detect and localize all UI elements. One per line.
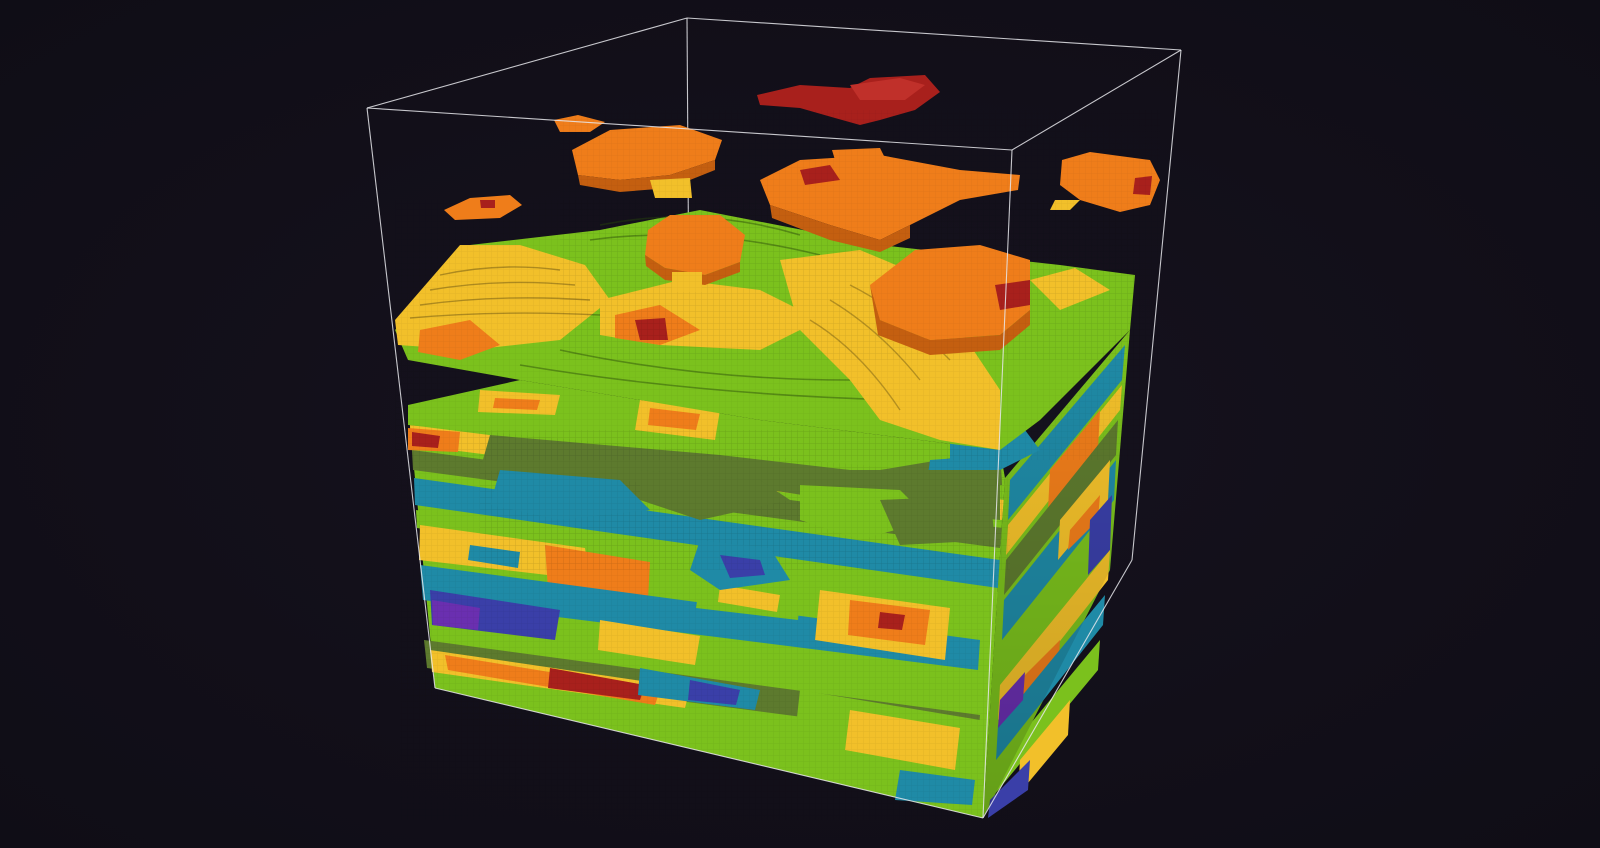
voxel-orange-mesas — [444, 75, 1160, 360]
bounding-box-front — [366, 49, 1182, 819]
